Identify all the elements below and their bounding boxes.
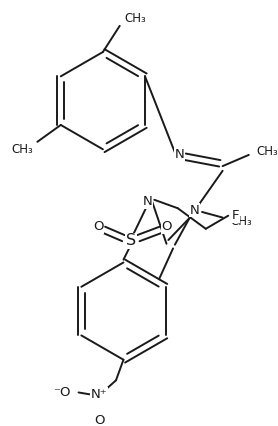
- Text: N: N: [175, 148, 185, 161]
- Text: N: N: [190, 204, 199, 216]
- Text: N: N: [143, 195, 153, 208]
- Text: CH₃: CH₃: [256, 145, 278, 158]
- Text: N⁺: N⁺: [91, 388, 108, 401]
- Text: O: O: [94, 414, 105, 426]
- Text: CH₃: CH₃: [230, 215, 252, 228]
- Text: CH₃: CH₃: [11, 143, 33, 156]
- Text: O: O: [93, 220, 103, 233]
- Text: CH₃: CH₃: [124, 12, 146, 25]
- Text: ⁻O: ⁻O: [54, 386, 71, 399]
- Text: O: O: [161, 220, 172, 233]
- Text: F: F: [232, 209, 239, 222]
- Text: S: S: [126, 233, 136, 248]
